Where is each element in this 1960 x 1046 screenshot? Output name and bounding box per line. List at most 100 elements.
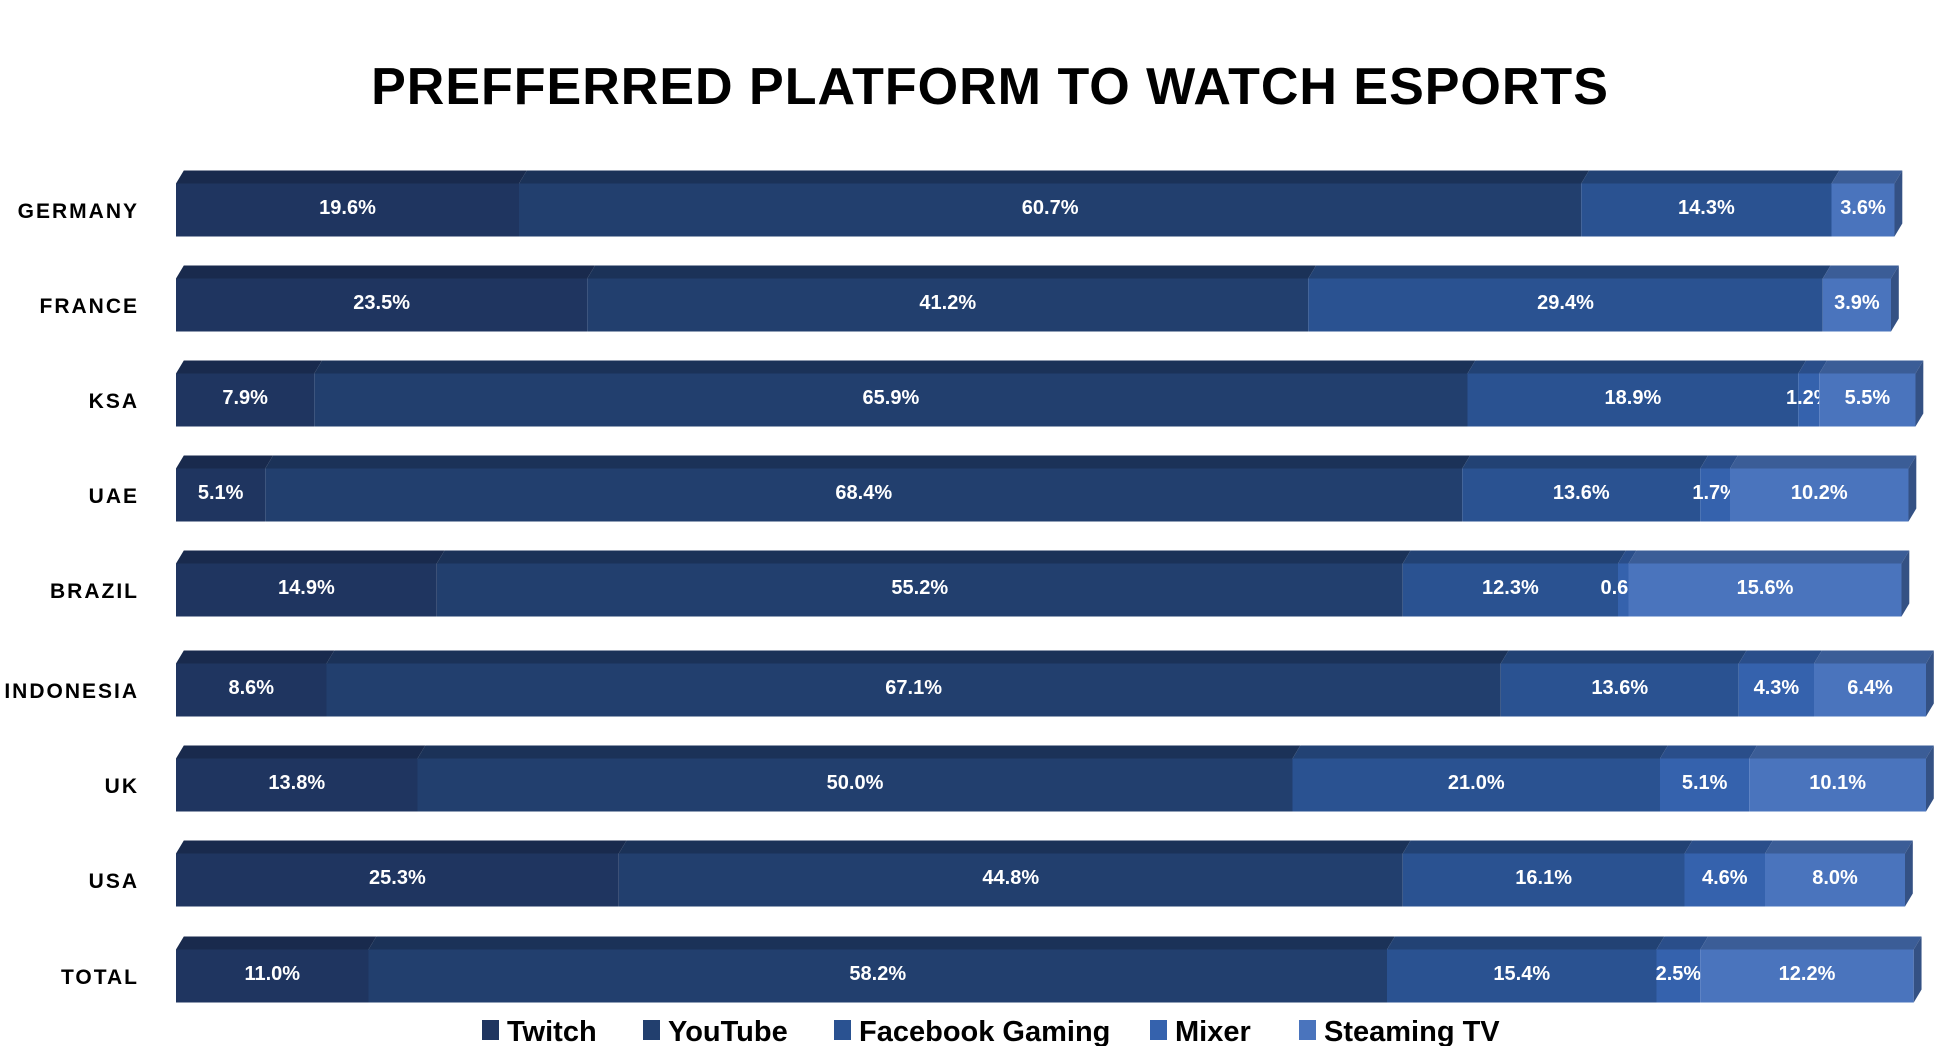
bar-segment <box>1822 278 1891 332</box>
bar-top-face <box>265 455 1471 469</box>
data-label: 10.2% <box>1791 482 1848 504</box>
data-label: 67.1% <box>885 677 942 699</box>
bar-segment <box>1700 949 1914 1003</box>
bar-top-face <box>1700 455 1738 469</box>
data-label: 15.4% <box>1493 963 1550 985</box>
bar-segment <box>1292 758 1660 812</box>
category-label: UK <box>105 775 139 798</box>
data-label: 13.6% <box>1553 482 1610 504</box>
data-label: 68.4% <box>835 482 892 504</box>
bar-side-face <box>1926 650 1934 717</box>
bar-top-face <box>436 550 1411 564</box>
bar-top-face <box>1831 170 1903 184</box>
bar-top-face <box>176 265 596 279</box>
bar-top-face <box>1462 455 1709 469</box>
bar-segment <box>176 468 266 522</box>
data-label: 7.9% <box>222 387 268 409</box>
bar-top-face <box>1500 650 1747 664</box>
data-label: 10.1% <box>1809 772 1866 794</box>
data-label: 18.9% <box>1605 387 1662 409</box>
bar-top-face <box>1308 265 1831 279</box>
bar-segment <box>265 468 1463 522</box>
category-label: UAE <box>89 485 139 508</box>
bar-top-face <box>1656 936 1709 950</box>
legend-label: Steaming TV <box>1324 1016 1500 1046</box>
bar-side-face <box>1891 265 1899 332</box>
category-label: FRANCE <box>40 295 140 318</box>
bar-segment <box>1700 468 1730 522</box>
bar-top-face <box>1814 650 1934 664</box>
data-label: 14.9% <box>278 577 335 599</box>
bar-top-face <box>618 840 1411 854</box>
data-label: 55.2% <box>891 577 948 599</box>
data-label: 12.3% <box>1482 577 1539 599</box>
data-label: 50.0% <box>827 772 884 794</box>
bar-segment <box>176 563 437 617</box>
legend-swatch <box>1299 1020 1316 1040</box>
bar-top-face <box>1402 840 1693 854</box>
bar-top-face <box>1738 650 1822 664</box>
bar-segment <box>519 183 1582 237</box>
data-label: 15.6% <box>1737 577 1794 599</box>
bar-segment <box>1628 563 1902 617</box>
bar-segment <box>1765 853 1905 907</box>
category-label: TOTAL <box>61 966 139 989</box>
bar-top-face <box>326 650 1509 664</box>
bar-segment <box>1684 853 1765 907</box>
legend-swatch <box>643 1020 660 1040</box>
data-label: 14.3% <box>1678 197 1735 219</box>
legend-swatch <box>482 1020 499 1040</box>
bar-top-face <box>1628 550 1910 564</box>
data-label: 60.7% <box>1022 197 1079 219</box>
bar-top-face <box>1402 550 1626 564</box>
bar-top-face <box>1581 170 1840 184</box>
bar-top-face <box>519 170 1590 184</box>
bar-segment <box>1402 563 1618 617</box>
category-label: BRAZIL <box>50 580 139 603</box>
bar-top-face <box>314 360 1476 374</box>
data-label: 5.1% <box>1682 772 1728 794</box>
bar-segment <box>1730 468 1909 522</box>
bar-side-face <box>1926 745 1934 812</box>
data-label: 4.6% <box>1702 867 1748 889</box>
data-label: 1.7% <box>1692 482 1738 504</box>
bar-side-face <box>1894 170 1903 237</box>
bar-segment <box>1387 949 1657 1003</box>
bar-top-face <box>176 550 445 564</box>
bar-top-face <box>1292 745 1668 759</box>
data-label: 2.5% <box>1656 963 1702 985</box>
bar-top-face <box>1684 840 1773 854</box>
data-label: 16.1% <box>1515 867 1572 889</box>
bar-top-face <box>176 360 323 374</box>
bar-top-face <box>1822 265 1899 279</box>
bars-group: GERMANY 19.6% 60.7% 14.3% 3.6% FRANCE 23.5% 41.… <box>4 170 1934 1003</box>
bar-segment <box>1462 468 1701 522</box>
bar-segment <box>1738 663 1814 717</box>
legend-label: Facebook Gaming <box>859 1016 1110 1046</box>
bar-segment <box>1500 663 1739 717</box>
category-label: USA <box>89 870 139 893</box>
bar-top-face <box>1618 550 1637 564</box>
bar-segment <box>1656 949 1701 1003</box>
bar-side-face <box>1908 455 1917 522</box>
bar-side-face <box>1901 550 1910 617</box>
data-label: 12.2% <box>1779 963 1836 985</box>
data-label: 11.0% <box>244 963 300 985</box>
data-label: 6.4% <box>1847 677 1893 699</box>
bar-segment <box>176 758 418 812</box>
bar-segment <box>1819 373 1916 427</box>
bar-top-face <box>1798 360 1828 374</box>
bar-segment <box>326 663 1501 717</box>
bar-segment <box>1618 563 1629 617</box>
data-label: 8.6% <box>228 677 274 699</box>
legend-swatch <box>834 1020 851 1040</box>
category-label: GERMANY <box>18 200 139 223</box>
data-label: 5.1% <box>198 482 244 504</box>
legend-label: Twitch <box>507 1016 597 1046</box>
bar-segment <box>1308 278 1823 332</box>
bar-top-face <box>417 745 1301 759</box>
bar-segment <box>1402 853 1685 907</box>
bar-top-face <box>1387 936 1665 950</box>
bar-top-face <box>587 265 1317 279</box>
